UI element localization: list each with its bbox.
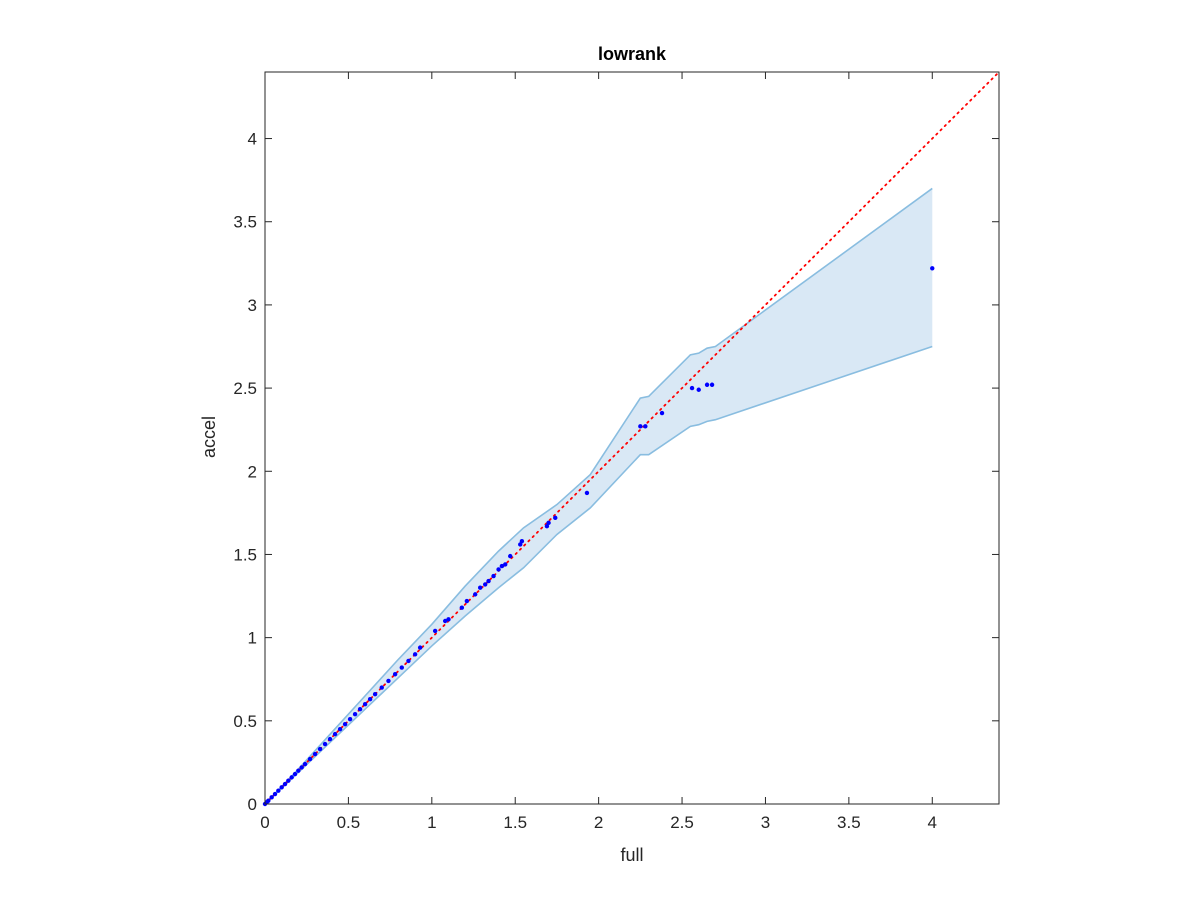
data-point — [317, 746, 323, 752]
plot-area: 0 0.5 1 1.5 2 2.5 3 3.5 4 0 0.5 1 1.5 2 2.5 3 3.5 4 — [233, 71, 1000, 832]
data-point — [279, 785, 284, 790]
data-point — [696, 387, 701, 392]
data-point — [930, 266, 935, 271]
x-tick-label: 0.5 — [337, 813, 361, 832]
data-point — [486, 578, 491, 584]
data-point — [704, 382, 710, 387]
data-point — [289, 775, 294, 780]
y-tick-label: 3.5 — [233, 213, 257, 232]
data-point — [584, 490, 590, 496]
data-point — [296, 768, 301, 773]
data-point — [392, 672, 398, 677]
data-point — [464, 598, 470, 604]
data-point — [362, 701, 368, 707]
data-point — [544, 523, 550, 529]
data-point — [272, 791, 278, 797]
data-point — [357, 706, 363, 712]
data-point — [367, 696, 373, 702]
data-point — [483, 582, 488, 587]
data-point — [553, 515, 558, 521]
data-point — [292, 771, 298, 777]
data-point — [406, 658, 411, 664]
x-tick-label: 3 — [761, 813, 770, 832]
band-lower-edge — [264, 345, 933, 805]
data-point — [417, 645, 423, 650]
data-point — [282, 781, 288, 787]
y-tick-label: 4 — [248, 130, 257, 149]
data-point — [491, 573, 496, 579]
x-tick-label: 2.5 — [670, 813, 694, 832]
data-point — [312, 751, 318, 757]
data-point — [643, 424, 648, 429]
chart-title: lowrank — [598, 44, 667, 64]
data-point — [518, 542, 523, 547]
y-axis-label: accel — [199, 416, 219, 458]
data-point — [709, 382, 715, 387]
data-point — [399, 665, 404, 670]
x-tick-label: 1.5 — [503, 813, 527, 832]
x-tick-label: 0 — [260, 813, 269, 832]
data-point — [372, 692, 378, 697]
x-axis-label: full — [620, 845, 643, 865]
data-point — [432, 628, 438, 634]
data-point — [302, 761, 308, 767]
data-point — [459, 605, 465, 610]
data-point — [689, 385, 695, 391]
axes-box — [264, 71, 1000, 805]
reference-line — [264, 71, 1000, 805]
data-point — [442, 618, 448, 624]
data-point — [659, 410, 665, 416]
data-point — [386, 678, 391, 684]
data-point — [412, 652, 418, 657]
data-point — [342, 721, 348, 727]
data-point — [446, 617, 451, 622]
data-point — [503, 562, 508, 567]
x-tick-label: 1 — [427, 813, 436, 832]
y-tick-label: 0.5 — [233, 712, 257, 731]
data-point — [347, 716, 353, 722]
y-tick-label: 1.5 — [233, 545, 257, 564]
data-point — [276, 788, 281, 793]
x-tick-label: 2 — [594, 813, 603, 832]
data-point — [307, 756, 313, 762]
data-point — [379, 685, 384, 690]
data-point — [519, 538, 525, 544]
band-fill — [265, 188, 933, 804]
data-point — [472, 592, 478, 597]
data-point — [546, 520, 551, 526]
x-tick-label: 3.5 — [837, 813, 861, 832]
data-point — [508, 553, 513, 559]
data-point — [286, 778, 291, 783]
data-point — [322, 741, 328, 747]
data-point — [266, 798, 271, 803]
data-point — [299, 765, 304, 770]
data-point — [352, 711, 358, 717]
data-point — [337, 726, 343, 732]
data-point — [332, 731, 338, 737]
y-tick-label: 2 — [248, 462, 257, 481]
data-point — [327, 736, 333, 742]
x-tick-label: 4 — [928, 813, 937, 832]
data-point — [478, 585, 483, 590]
data-point — [496, 567, 501, 572]
y-tick-label: 2.5 — [233, 379, 257, 398]
y-tick-label: 1 — [248, 629, 257, 648]
data-point — [638, 424, 643, 429]
y-tick-label: 3 — [248, 296, 257, 315]
data-point — [499, 563, 505, 569]
y-tick-label: 0 — [248, 795, 257, 814]
band-upper-edge — [264, 187, 933, 805]
data-point — [269, 795, 274, 800]
